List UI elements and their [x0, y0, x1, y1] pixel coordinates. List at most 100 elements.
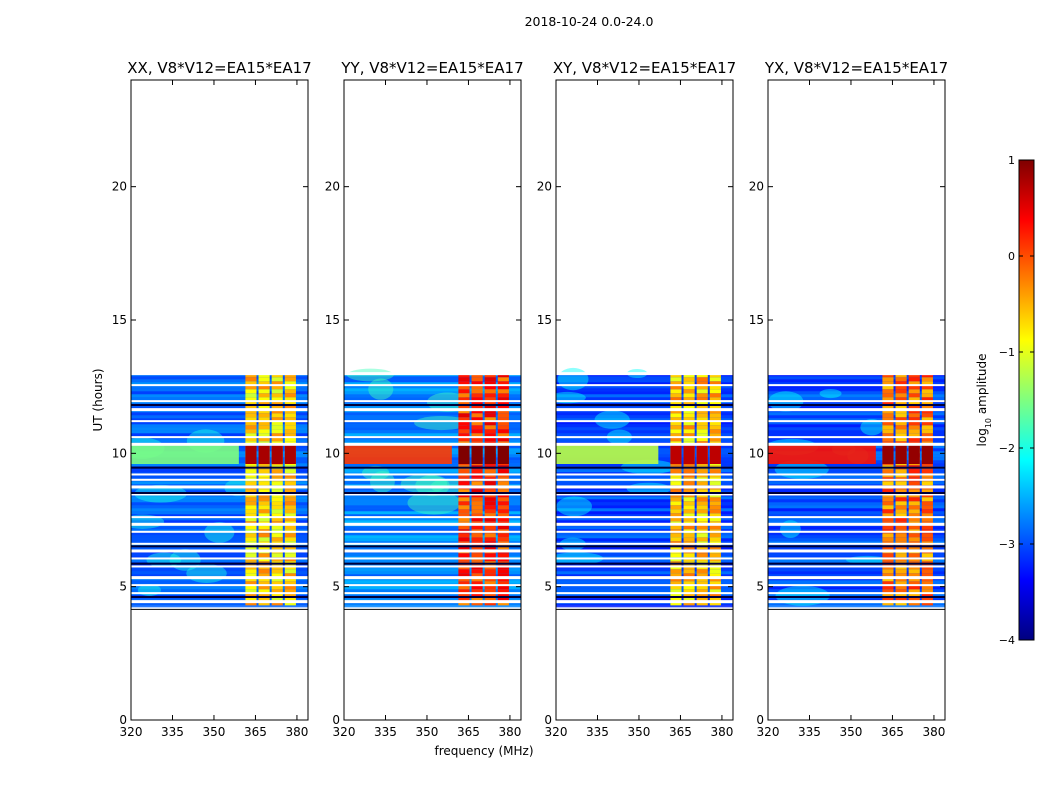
- rfi-cell: [670, 417, 682, 422]
- rfi-cell: [895, 501, 907, 506]
- rfi-cell: [471, 509, 483, 514]
- rfi-cell: [709, 413, 721, 418]
- x-tick-label: 335: [374, 725, 397, 739]
- dark-row: [131, 545, 308, 548]
- rfi-cell: [908, 585, 920, 590]
- rfi-cell: [921, 601, 933, 606]
- rfi-cell: [484, 413, 496, 418]
- rfi-cell: [471, 537, 483, 542]
- rfi-cell: [921, 377, 933, 382]
- rfi-cell: [882, 581, 894, 586]
- rfi-cell: [670, 593, 682, 598]
- rfi-cell: [882, 381, 894, 386]
- rfi-cell: [709, 585, 721, 590]
- noise-row: [556, 424, 733, 428]
- rfi-cell: [458, 517, 470, 522]
- noise-row: [344, 412, 521, 416]
- noise-row: [131, 526, 308, 530]
- rfi-cell: [895, 373, 907, 378]
- noise-row: [344, 481, 521, 485]
- rfi-cell: [696, 409, 708, 414]
- rfi-cell: [258, 577, 270, 582]
- noise-row: [131, 421, 308, 425]
- rfi-cell: [497, 489, 509, 494]
- rfi-cell: [271, 525, 283, 530]
- x-tick-label: 365: [669, 725, 692, 739]
- dark-row: [556, 404, 733, 406]
- rfi-cell: [471, 497, 483, 502]
- rfi-peak: [471, 445, 483, 464]
- rfi-cell: [921, 433, 933, 438]
- rfi-cell: [471, 517, 483, 522]
- rfi-cell: [709, 417, 721, 422]
- rfi-cell: [484, 585, 496, 590]
- rfi-cell: [683, 533, 695, 538]
- panel-title: XY, V8*V12=EA15*EA17: [553, 59, 736, 77]
- colorbar-tick-label: 0: [1008, 250, 1015, 263]
- rfi-cell: [882, 389, 894, 394]
- rfi-cell: [908, 385, 920, 390]
- rfi-peak: [258, 445, 270, 464]
- rfi-cell: [683, 497, 695, 502]
- y-tick-label: 0: [756, 713, 764, 727]
- rfi-cell: [895, 425, 907, 430]
- rfi-cell: [709, 581, 721, 586]
- panels-group: XX, V8*V12=EA15*EA17 320 335 350 365 380 0 5 10 1…: [112, 59, 948, 739]
- rfi-cell: [245, 513, 257, 518]
- flagged-row: [768, 372, 945, 376]
- noise-row: [131, 598, 308, 602]
- panel-yx-image: [768, 372, 945, 610]
- rfi-cell: [670, 537, 682, 542]
- rfi-cell: [882, 469, 894, 474]
- rfi-cell: [696, 501, 708, 506]
- rfi-cell: [284, 573, 296, 578]
- rfi-cell: [709, 401, 721, 406]
- rfi-cell: [458, 377, 470, 382]
- rfi-cell: [258, 597, 270, 602]
- noise-row: [556, 469, 733, 473]
- rfi-cell: [245, 429, 257, 434]
- rfi-cell: [471, 401, 483, 406]
- noise-row: [131, 439, 308, 443]
- rfi-cell: [258, 569, 270, 574]
- x-tick-label: 335: [798, 725, 821, 739]
- x-tick-label: 320: [545, 725, 568, 739]
- rfi-cell: [258, 585, 270, 590]
- noise-row: [344, 517, 521, 521]
- rfi-cell: [921, 509, 933, 514]
- rfi-cell: [471, 437, 483, 442]
- y-tick-label: 0: [544, 713, 552, 727]
- rfi-cell: [245, 385, 257, 390]
- noise-row: [344, 427, 521, 431]
- rfi-cell: [458, 597, 470, 602]
- flagged-row: [768, 478, 945, 481]
- rfi-cell: [484, 601, 496, 606]
- rfi-cell: [271, 377, 283, 382]
- rfi-cell: [895, 405, 907, 410]
- rfi-cell: [458, 409, 470, 414]
- colorbar-tick-label: −2: [999, 442, 1015, 455]
- rfi-cell: [484, 509, 496, 514]
- rfi-cell: [458, 405, 470, 410]
- colorbar-tick-label: −3: [999, 538, 1015, 551]
- rfi-cell: [709, 513, 721, 518]
- noise-row: [768, 439, 945, 443]
- dark-row: [131, 562, 308, 565]
- rfi-cell: [258, 409, 270, 414]
- rfi-cell: [895, 393, 907, 398]
- rfi-cell: [882, 405, 894, 410]
- rfi-peak: [245, 445, 257, 464]
- rfi-cell: [484, 589, 496, 594]
- colorbar-tick-label: −4: [999, 634, 1015, 647]
- burst-band: [131, 445, 239, 464]
- rfi-cell: [908, 409, 920, 414]
- rfi-cell: [921, 533, 933, 538]
- rfi-cell: [895, 413, 907, 418]
- flagged-row: [131, 384, 308, 387]
- rfi-cell: [696, 425, 708, 430]
- y-tick-label: 5: [119, 580, 127, 594]
- rfi-cell: [484, 525, 496, 530]
- flagged-row: [556, 436, 733, 439]
- noise-row: [556, 490, 733, 494]
- flagged-row: [768, 473, 945, 476]
